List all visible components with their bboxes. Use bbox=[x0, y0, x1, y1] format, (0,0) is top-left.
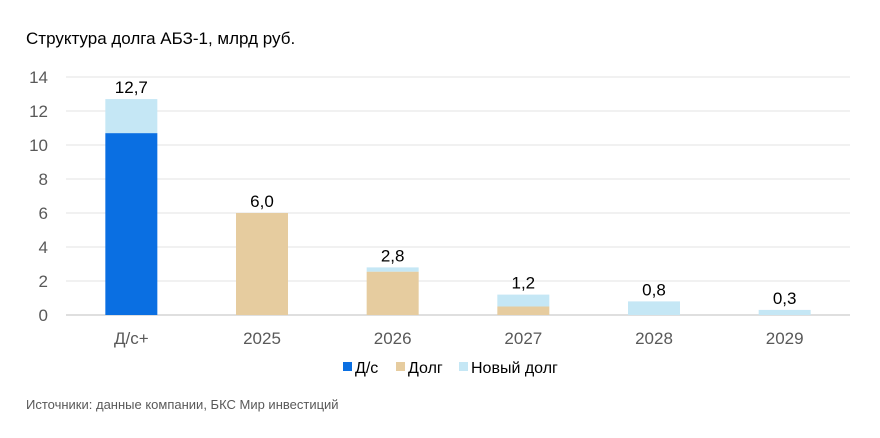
bar-segment bbox=[105, 99, 158, 134]
data-label: 6,0 bbox=[250, 192, 274, 211]
grid-lines bbox=[66, 76, 850, 316]
bar-segment bbox=[497, 306, 550, 315]
source-note: Источники: данные компании, БКС Мир инве… bbox=[26, 397, 339, 412]
y-tick-label: 4 bbox=[39, 238, 48, 257]
y-tick-label: 12 bbox=[29, 102, 48, 121]
x-tick-label: 2027 bbox=[504, 329, 542, 348]
data-label: 2,8 bbox=[381, 246, 405, 265]
data-label: 1,2 bbox=[512, 274, 536, 293]
data-label: 0,3 bbox=[773, 289, 797, 308]
bar-segment bbox=[497, 294, 550, 307]
data-label: 0,8 bbox=[642, 280, 666, 299]
legend-swatch bbox=[459, 362, 468, 371]
x-tick-label: Д/с+ bbox=[114, 329, 149, 348]
chart-title: Структура долга АБЗ-1, млрд руб. bbox=[26, 29, 296, 48]
x-tick-label: 2025 bbox=[243, 329, 281, 348]
bar-segment bbox=[105, 133, 158, 315]
x-tick-label: 2028 bbox=[635, 329, 673, 348]
legend-label: Д/с bbox=[355, 360, 378, 377]
legend-swatch bbox=[396, 362, 405, 371]
y-axis-ticks: 0 2 4 6 8 10 12 14 bbox=[29, 68, 48, 325]
bar-segment bbox=[758, 309, 811, 315]
x-tick-label: 2026 bbox=[374, 329, 412, 348]
x-axis-ticks: Д/с+ 2025 2026 2027 2028 2029 bbox=[114, 329, 804, 348]
bar-segment bbox=[366, 271, 419, 315]
data-labels: 12,7 6,0 2,8 1,2 0,8 0,3 bbox=[115, 78, 797, 308]
bars bbox=[105, 99, 811, 315]
y-tick-label: 0 bbox=[39, 306, 48, 325]
legend-label: Долг bbox=[408, 360, 443, 377]
y-tick-label: 10 bbox=[29, 136, 48, 155]
bar-segment bbox=[628, 301, 680, 315]
bar-segment bbox=[236, 213, 288, 315]
data-label: 12,7 bbox=[115, 78, 148, 97]
y-tick-label: 6 bbox=[39, 204, 48, 223]
legend-label: Новый долг bbox=[471, 360, 558, 377]
bar-segment bbox=[366, 267, 419, 272]
x-tick-label: 2029 bbox=[766, 329, 804, 348]
y-tick-label: 8 bbox=[39, 170, 48, 189]
y-tick-label: 2 bbox=[39, 272, 48, 291]
legend: Д/с Долг Новый долг bbox=[343, 360, 558, 377]
y-tick-label: 14 bbox=[29, 68, 48, 87]
legend-swatch bbox=[343, 362, 352, 371]
